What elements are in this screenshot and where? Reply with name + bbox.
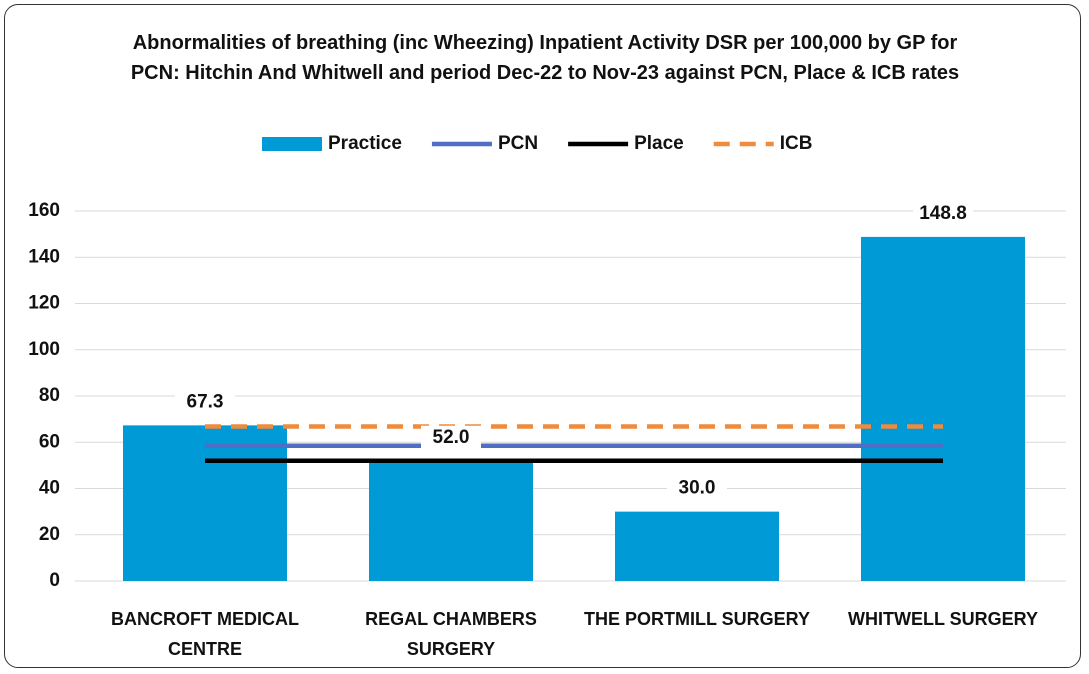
x-tick-label: BANCROFT MEDICAL CENTRE [111, 609, 299, 659]
y-tick-label: 100 [28, 339, 60, 360]
y-tick-label: 20 [39, 524, 60, 545]
y-tick-label: 0 [49, 570, 60, 591]
y-tick-label: 140 [28, 246, 60, 267]
legend-label: Place [634, 133, 684, 154]
legend-label: PCN [498, 133, 538, 154]
y-tick-label: 160 [28, 200, 60, 221]
legend-label: Practice [328, 133, 402, 154]
data-label-background [421, 425, 481, 450]
x-tick-label: WHITWELL SURGERY [848, 609, 1038, 629]
bar [861, 236, 1025, 581]
chart-title: Abnormalities of breathing (inc Wheezing… [130, 32, 960, 84]
chart-border [4, 4, 1081, 668]
y-tick-label: 40 [39, 478, 60, 499]
data-label: 67.3 [187, 391, 224, 412]
data-label-background [667, 476, 727, 501]
bar [369, 460, 533, 581]
bar [615, 511, 779, 581]
x-tick-label: THE PORTMILL SURGERY [583, 609, 810, 629]
data-label: 30.0 [679, 478, 716, 499]
data-label: 52.0 [433, 427, 470, 448]
bar [123, 425, 287, 581]
data-label-background [913, 201, 973, 226]
data-label: 148.8 [919, 203, 967, 224]
legend-label: ICB [780, 133, 813, 154]
data-label-background [175, 390, 235, 415]
y-tick-label: 80 [39, 385, 60, 406]
y-tick-label: 60 [39, 431, 60, 452]
x-tick-label: REGAL CHAMBERS SURGERY [365, 609, 537, 659]
y-tick-label: 120 [28, 293, 60, 314]
legend-swatch [262, 137, 322, 151]
